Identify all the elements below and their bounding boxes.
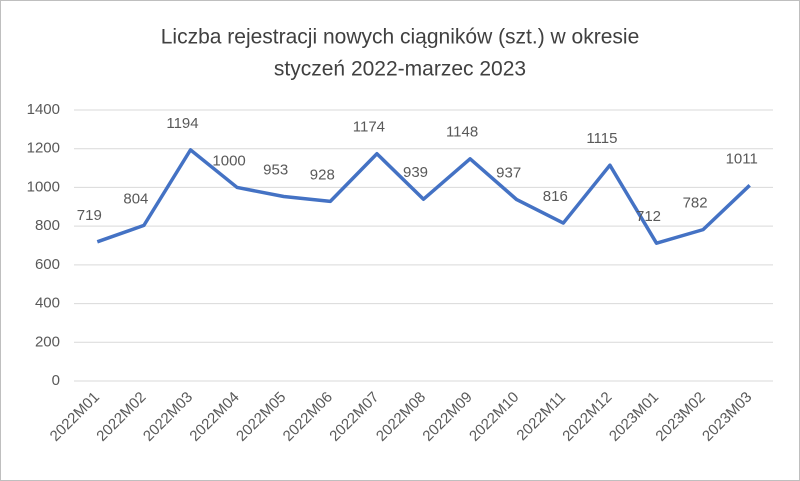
data-label: 1148	[446, 124, 478, 141]
y-tick-label: 200	[35, 333, 60, 350]
y-tick-label: 1400	[27, 101, 60, 118]
data-label: 1174	[353, 119, 385, 136]
data-label: 816	[543, 188, 568, 205]
data-label: 804	[123, 190, 148, 207]
data-label: 1011	[726, 150, 758, 167]
y-tick-label: 0	[52, 372, 60, 389]
y-tick-label: 400	[35, 295, 60, 312]
y-tick-label: 600	[35, 256, 60, 273]
data-label: 953	[263, 161, 288, 178]
data-label: 937	[496, 165, 521, 182]
chart-title: styczeń 2022-marzec 2023	[274, 58, 526, 81]
data-label: 712	[636, 208, 661, 225]
chart-title: Liczba rejestracji nowych ciągników (szt…	[161, 26, 640, 49]
data-label: 1194	[166, 115, 198, 132]
data-line	[96, 148, 751, 245]
data-label: 719	[77, 207, 102, 224]
data-label: 1115	[586, 130, 617, 147]
data-label: 939	[403, 164, 428, 181]
y-tick-label: 1200	[27, 140, 60, 157]
data-label: 928	[310, 166, 335, 183]
data-label: 1000	[212, 152, 245, 169]
data-label: 782	[683, 195, 708, 212]
y-tick-label: 800	[35, 217, 60, 234]
y-tick-label: 1000	[27, 178, 60, 195]
